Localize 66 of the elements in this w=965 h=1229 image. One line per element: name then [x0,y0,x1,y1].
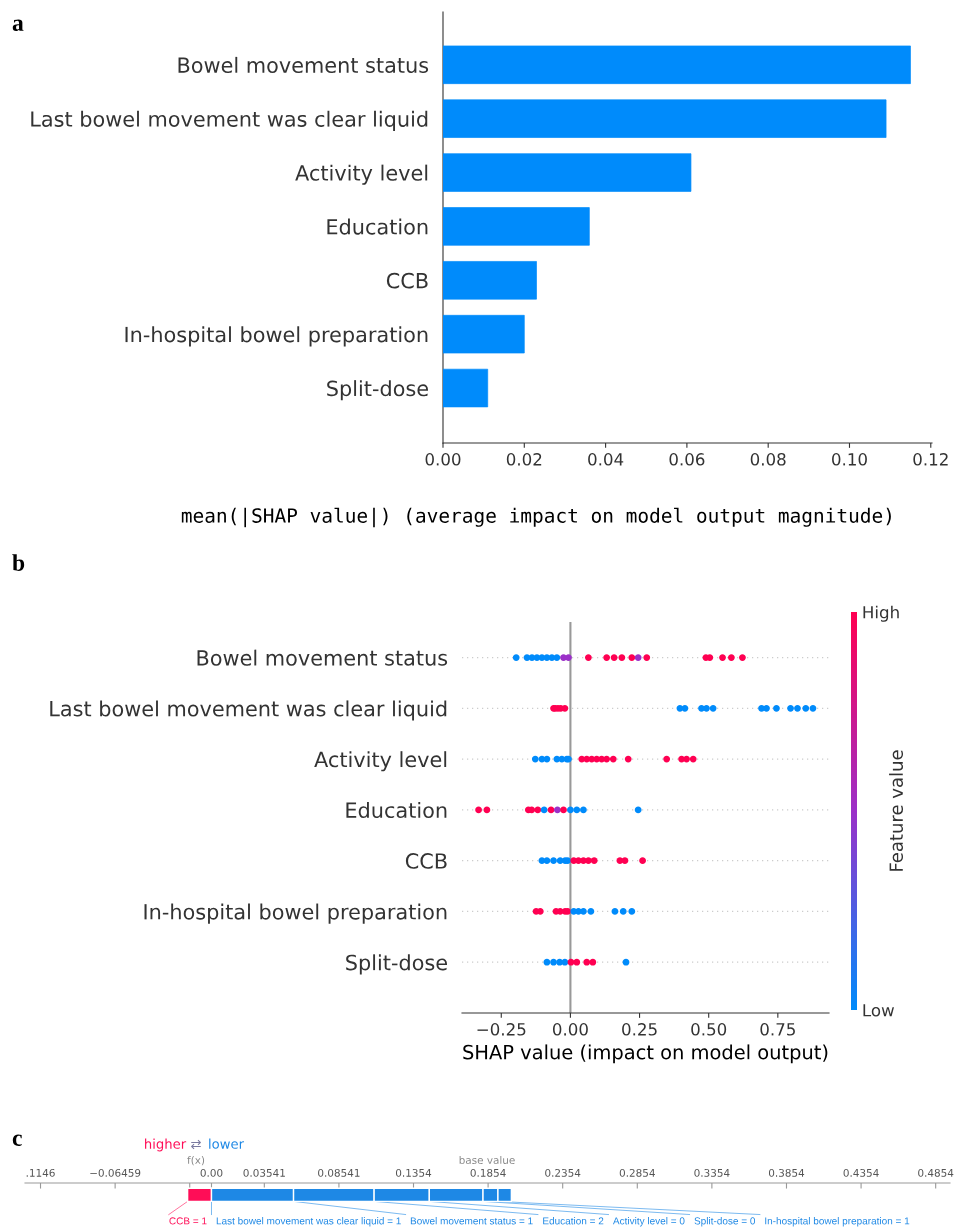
x-tick-label: 0.12 [913,453,948,466]
x-tick-label: 0.3854 [768,1168,805,1177]
bar [443,153,692,192]
y-tick-label: Education [346,801,447,819]
bar [443,99,887,138]
x-tick-label: 0.02 [506,453,542,466]
bar [443,368,489,408]
x-tick-label: 0.08 [750,453,786,466]
text: Bowel movement status = 1 [410,1217,533,1225]
y-tick-label: CCB [386,272,428,289]
chart-title: c [12,1134,22,1146]
y-tick-label: Activity level [314,751,447,772]
x-axis-title: SHAP value (impact on model output) [463,1044,828,1064]
x-tick-label: 0.03541 [243,1168,285,1177]
text: lower [209,1138,245,1149]
y-tick-label: Bowel movement status [197,649,448,666]
y-tick-label: In-hospital bowel preparation [144,903,447,924]
y-tick-label: Education [327,218,428,235]
text: b [12,554,25,571]
text: In-hospital bowel preparation = 1 [765,1217,910,1227]
text: base value [459,1155,515,1165]
x-axis-title: mean(|SHAP value|) (average impact on model output magnitude) [181,507,891,528]
x-tick-label: 0.50 [691,1023,727,1036]
x-tick-label: .1146 [26,1168,55,1177]
text: f(x) [187,1155,205,1166]
x-tick-label: −0.06459 [90,1168,141,1177]
y-tick-label: Last bowel movement was clear liquid [50,700,447,721]
x-tick-label: 0.3354 [694,1168,730,1177]
color-bar-label: Low [863,1004,894,1017]
text: higher [145,1138,187,1152]
text: Education = 2 [543,1217,604,1225]
x-tick-label: 0.06 [669,453,705,466]
x-tick-label: 0.04 [588,453,624,466]
y-tick-label: CCB [405,853,447,869]
y-tick-label: Activity level [295,164,428,185]
y-tick-label: Last bowel movement was clear liquid [31,110,428,131]
x-tick-label: 0.25 [622,1023,657,1036]
x-tick-label: 0.75 [760,1023,795,1036]
x-tick-label: 0.00 [425,453,461,466]
x-tick-label: 0.2854 [619,1168,655,1177]
x-tick-label: 0.4354 [843,1168,879,1177]
x-tick-label: 0.2354 [545,1168,581,1177]
bar [443,207,590,246]
text: ⇄ [191,1139,201,1150]
x-tick-label: 0.1354 [395,1168,432,1177]
legend-label: Last bowel movement was clear liquid = 1 [216,1217,401,1227]
x-tick-label: 0.1854 [470,1168,506,1177]
x-tick-label: 0.10 [832,453,867,466]
x-tick-label: −0.25 [477,1023,526,1036]
text: Activity level = 0 [612,1217,685,1227]
bar [443,45,911,84]
text: Split-dose = 0 [694,1217,756,1227]
x-tick-label: 0.00 [552,1023,588,1036]
bar [443,261,537,300]
y-tick-label: Split-dose [346,954,447,975]
text: a [12,19,24,31]
x-tick-label: 0.4854 [918,1168,954,1177]
bar [443,314,525,354]
x-tick-label: 0.00 [200,1168,223,1177]
y-tick-label: Split-dose [327,380,428,401]
color-bar-label: High [863,605,899,622]
y-tick-label: In-hospital bowel preparation [125,326,428,347]
legend-label: CCB = 1 [169,1217,207,1225]
color-bar-title: Feature value [889,750,904,871]
y-tick-label: Bowel movement status [178,56,429,74]
x-tick-label: 0.08541 [318,1168,360,1177]
